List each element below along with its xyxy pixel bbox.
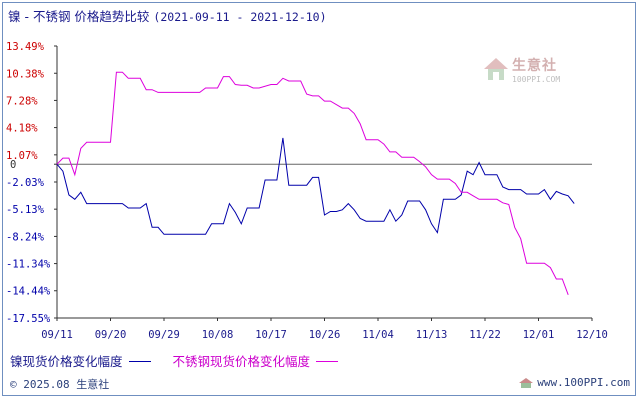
y-tick-label: 10.38% [6, 68, 45, 80]
y-tick-label: 0 [10, 159, 16, 171]
x-tick-label: 09/11 [41, 329, 73, 341]
x-tick-label: 10/08 [202, 329, 234, 341]
watermark-text: 生意社 [512, 58, 557, 74]
series-line-nickel [56, 137, 575, 235]
x-tick-label: 09/20 [95, 329, 127, 341]
x-tick-label: 10/17 [255, 329, 287, 341]
y-tick-label: 4.18% [6, 123, 38, 135]
series-line-stainless [56, 71, 569, 295]
y-tick-label: -17.55% [6, 313, 51, 325]
site-logo-icon [519, 377, 534, 388]
x-tick-label: 10/26 [309, 329, 341, 341]
legend-swatch-nickel [128, 361, 151, 362]
y-tick-label: 7.28% [6, 95, 38, 107]
house-logo-icon [484, 58, 508, 80]
footer-site[interactable]: www.100PPI.com [519, 376, 630, 389]
x-tick-label: 09/29 [148, 329, 180, 341]
y-tick-label: -11.34% [6, 259, 51, 271]
footer-copyright: © 2025.08 生意社 [10, 378, 110, 391]
watermark-logo: 生意社 100PPI.COM [482, 55, 577, 95]
x-tick-label: 11/13 [416, 329, 448, 341]
legend-label-nickel: 镍现货价格变化幅度 [10, 354, 123, 369]
legend-label-stainless: 不锈钢现货价格变化幅度 [172, 354, 311, 369]
y-tick-label: 13.49% [6, 41, 45, 53]
y-tick-label: 1.07% [6, 150, 38, 162]
chart-title-bar: 镍 - 不锈钢 价格趋势比较 (2021-09-11 - 2021-12-10) [8, 6, 327, 25]
chart-frame [2, 2, 636, 396]
x-tick-label: 12/01 [523, 329, 555, 341]
watermark-url: 100PPI.COM [512, 75, 561, 84]
legend-swatch-stainless [316, 361, 339, 362]
y-tick-label: -2.03% [6, 177, 45, 189]
y-tick-label: -5.13% [6, 204, 45, 216]
y-tick-label: -14.44% [6, 286, 51, 298]
chart-title: 镍 - 不锈钢 价格趋势比较 [8, 9, 150, 24]
footer-site-text[interactable]: www.100PPI.com [537, 376, 630, 389]
legend: 镍现货价格变化幅度 不锈钢现货价格变化幅度 [10, 351, 346, 370]
x-tick-label: 12/10 [576, 329, 608, 341]
date-range: (2021-09-11 - 2021-12-10) [153, 10, 327, 24]
x-tick-label: 11/22 [469, 329, 501, 341]
x-tick-label: 11/04 [362, 329, 394, 341]
y-tick-label: -8.24% [6, 231, 45, 243]
